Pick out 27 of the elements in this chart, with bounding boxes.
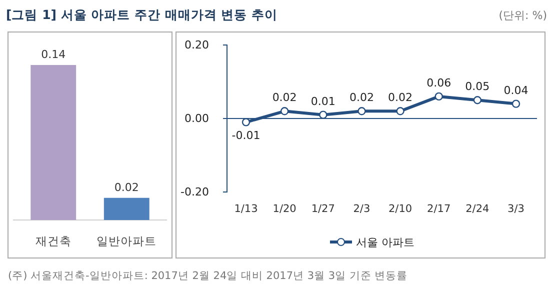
x-tick-label: 1/13 <box>234 203 258 215</box>
x-tick-label: 3/3 <box>508 203 524 215</box>
data-label: 0.01 <box>310 94 336 108</box>
y-tick-label: -0.20 <box>180 186 209 199</box>
data-label: 0.02 <box>349 91 374 104</box>
x-tick-label: 2/10 <box>388 203 412 215</box>
data-label: 0.02 <box>388 91 413 104</box>
x-tick-label: 재건축 <box>35 234 72 248</box>
data-label: 0.05 <box>465 80 490 94</box>
data-label: 0.02 <box>114 180 139 194</box>
data-label: 0.14 <box>41 48 66 61</box>
chart-title: [그림 1] 서울 아파트 주간 매매가격 변동 추이 <box>6 7 278 22</box>
x-tick-label: 1/27 <box>311 203 335 215</box>
y-tick-label: 0.20 <box>184 38 209 52</box>
x-tick-label: 2/17 <box>427 203 451 215</box>
x-tick-label: 2/3 <box>353 203 370 215</box>
x-tick-label: 2/24 <box>466 203 490 215</box>
legend-label: 서울 아파트 <box>356 236 414 249</box>
y-tick-label: 0.00 <box>184 112 209 126</box>
data-label: 0.02 <box>272 91 297 104</box>
data-label: -0.01 <box>232 129 260 142</box>
text: (주) 서울재건축-일반아파트: 2017년 2월 24일 대비 2017년 3월 3일 기준 변동률 <box>8 270 408 282</box>
data-label: 0.04 <box>504 84 528 97</box>
text: (단위: %) <box>498 9 547 22</box>
data-label: 0.06 <box>426 76 452 90</box>
x-tick-label: 일반아파트 <box>96 234 157 248</box>
x-tick-label: 1/20 <box>272 203 296 215</box>
